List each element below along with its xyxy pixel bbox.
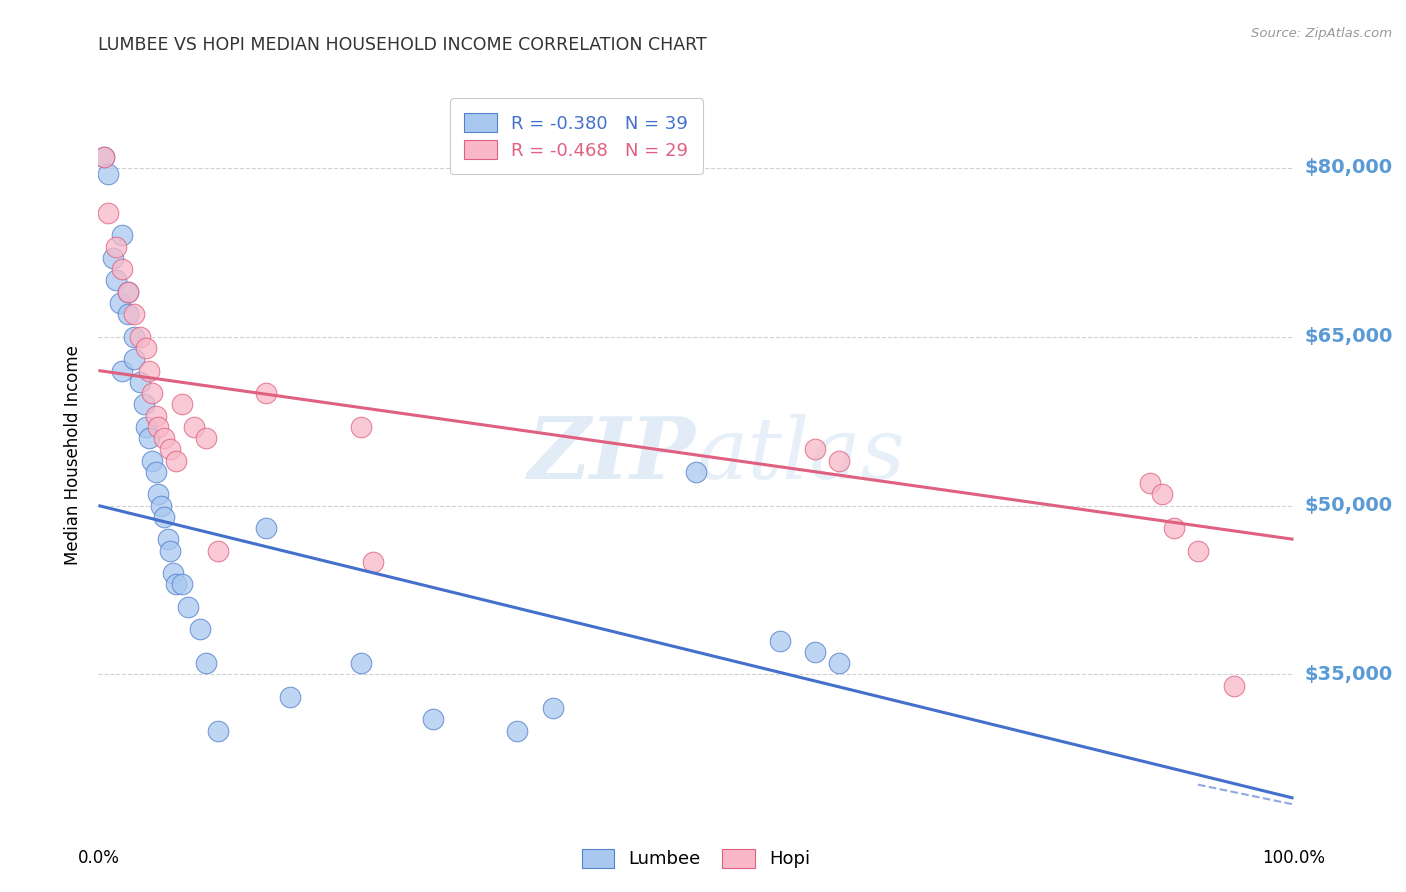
Text: $35,000: $35,000 bbox=[1305, 665, 1393, 684]
Point bbox=[138, 363, 160, 377]
Point bbox=[97, 167, 120, 181]
Point bbox=[124, 352, 146, 367]
Point bbox=[422, 712, 444, 726]
Point bbox=[194, 656, 217, 670]
Text: $50,000: $50,000 bbox=[1305, 496, 1393, 515]
Point bbox=[1150, 487, 1173, 501]
Point bbox=[350, 419, 373, 434]
Point bbox=[254, 521, 277, 535]
Point bbox=[1139, 476, 1161, 491]
Point bbox=[93, 150, 115, 164]
Point bbox=[111, 262, 134, 277]
Point bbox=[108, 296, 131, 310]
Y-axis label: Median Household Income: Median Household Income bbox=[65, 345, 83, 565]
Point bbox=[165, 577, 187, 591]
Point bbox=[132, 397, 155, 411]
Point bbox=[159, 442, 181, 457]
Text: 0.0%: 0.0% bbox=[77, 849, 120, 867]
Text: Source: ZipAtlas.com: Source: ZipAtlas.com bbox=[1251, 27, 1392, 40]
Point bbox=[148, 487, 170, 501]
Point bbox=[768, 633, 790, 648]
Point bbox=[162, 566, 184, 580]
Point bbox=[1163, 521, 1185, 535]
Point bbox=[117, 285, 139, 299]
Point bbox=[188, 623, 211, 637]
Point bbox=[93, 150, 115, 164]
Point bbox=[149, 499, 172, 513]
Point bbox=[183, 419, 205, 434]
Point bbox=[105, 240, 128, 254]
Point bbox=[135, 419, 157, 434]
Point bbox=[207, 543, 229, 558]
Point bbox=[135, 341, 157, 355]
Point bbox=[159, 543, 181, 558]
Point bbox=[207, 723, 229, 738]
Point bbox=[172, 397, 194, 411]
Point bbox=[141, 453, 163, 467]
Point bbox=[1222, 679, 1246, 693]
Point bbox=[804, 442, 827, 457]
Point bbox=[172, 577, 194, 591]
Point bbox=[111, 363, 134, 377]
Text: $80,000: $80,000 bbox=[1305, 159, 1393, 178]
Point bbox=[111, 228, 134, 243]
Point bbox=[506, 723, 529, 738]
Point bbox=[177, 599, 200, 614]
Text: atlas: atlas bbox=[696, 414, 905, 496]
Point bbox=[105, 273, 128, 287]
Point bbox=[124, 330, 146, 344]
Text: 100.0%: 100.0% bbox=[1263, 849, 1324, 867]
Point bbox=[129, 375, 152, 389]
Point bbox=[165, 453, 187, 467]
Point bbox=[194, 431, 217, 445]
Point bbox=[138, 431, 160, 445]
Legend: Lumbee, Hopi: Lumbee, Hopi bbox=[572, 839, 820, 878]
Point bbox=[148, 419, 170, 434]
Text: LUMBEE VS HOPI MEDIAN HOUSEHOLD INCOME CORRELATION CHART: LUMBEE VS HOPI MEDIAN HOUSEHOLD INCOME C… bbox=[98, 36, 707, 54]
Point bbox=[350, 656, 373, 670]
Point bbox=[685, 465, 707, 479]
Text: ZIP: ZIP bbox=[529, 413, 696, 497]
Point bbox=[278, 690, 301, 704]
Point bbox=[153, 509, 176, 524]
Point bbox=[129, 330, 152, 344]
Point bbox=[828, 656, 851, 670]
Point bbox=[828, 453, 851, 467]
Text: $65,000: $65,000 bbox=[1305, 327, 1393, 346]
Point bbox=[145, 465, 167, 479]
Point bbox=[541, 701, 564, 715]
Point bbox=[117, 307, 139, 321]
Point bbox=[141, 386, 163, 401]
Point bbox=[156, 533, 179, 547]
Point bbox=[117, 285, 139, 299]
Point bbox=[145, 409, 167, 423]
Point bbox=[124, 307, 146, 321]
Point bbox=[804, 645, 827, 659]
Point bbox=[153, 431, 176, 445]
Point bbox=[1187, 543, 1209, 558]
Point bbox=[97, 206, 120, 220]
Point bbox=[363, 555, 385, 569]
Point bbox=[254, 386, 277, 401]
Point bbox=[101, 251, 124, 265]
